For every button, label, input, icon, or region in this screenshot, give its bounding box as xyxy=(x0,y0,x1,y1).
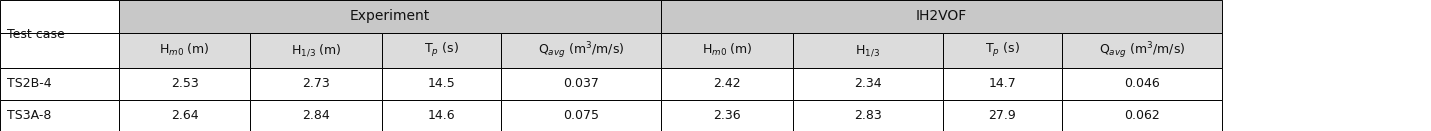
Text: 2.36: 2.36 xyxy=(713,109,741,122)
Text: 0.075: 0.075 xyxy=(562,109,600,122)
Bar xyxy=(250,100,382,131)
Text: TS2B-4: TS2B-4 xyxy=(7,77,52,90)
Bar xyxy=(119,100,250,131)
Text: 2.53: 2.53 xyxy=(170,77,199,90)
Text: H$_{m0}$ (m): H$_{m0}$ (m) xyxy=(159,42,210,58)
Bar xyxy=(501,33,661,68)
Bar xyxy=(119,0,661,33)
Bar xyxy=(661,100,793,131)
Bar xyxy=(382,68,501,100)
Text: Experiment: Experiment xyxy=(349,9,431,23)
Text: 2.34: 2.34 xyxy=(854,77,881,90)
Text: 27.9: 27.9 xyxy=(989,109,1016,122)
Text: T$_p$ (s): T$_p$ (s) xyxy=(424,41,459,59)
Text: Test case: Test case xyxy=(7,28,64,41)
Text: 0.046: 0.046 xyxy=(1125,77,1159,90)
Bar xyxy=(0,33,119,68)
Bar xyxy=(1062,68,1222,100)
Bar xyxy=(943,100,1062,131)
Bar xyxy=(0,100,119,131)
Text: 14.7: 14.7 xyxy=(989,77,1016,90)
Text: 2.84: 2.84 xyxy=(302,109,331,122)
Bar xyxy=(250,68,382,100)
Bar xyxy=(793,100,943,131)
Text: T$_p$ (s): T$_p$ (s) xyxy=(985,41,1020,59)
Text: 0.062: 0.062 xyxy=(1125,109,1159,122)
Bar xyxy=(661,0,1222,33)
Bar xyxy=(0,68,119,100)
Bar xyxy=(119,68,250,100)
Bar xyxy=(1062,100,1222,131)
Text: H$_{1/3}$ (m): H$_{1/3}$ (m) xyxy=(290,43,342,58)
Bar xyxy=(250,33,382,68)
Text: 2.42: 2.42 xyxy=(713,77,741,90)
Bar xyxy=(119,33,250,68)
Bar xyxy=(501,68,661,100)
Bar xyxy=(1062,33,1222,68)
Text: Q$_{avg}$ (m$^3$/m/s): Q$_{avg}$ (m$^3$/m/s) xyxy=(1099,40,1185,61)
Text: 0.037: 0.037 xyxy=(562,77,600,90)
Text: 14.6: 14.6 xyxy=(428,109,455,122)
Bar xyxy=(382,33,501,68)
Bar xyxy=(661,68,793,100)
Text: IH2VOF: IH2VOF xyxy=(916,9,967,23)
Bar xyxy=(501,100,661,131)
Text: 2.83: 2.83 xyxy=(854,109,881,122)
Text: H$_{m0}$ (m): H$_{m0}$ (m) xyxy=(701,42,753,58)
Bar xyxy=(661,33,793,68)
Text: H$_{1/3}$: H$_{1/3}$ xyxy=(856,43,880,58)
Bar xyxy=(943,68,1062,100)
Text: 2.73: 2.73 xyxy=(302,77,331,90)
Bar xyxy=(793,33,943,68)
Text: TS3A-8: TS3A-8 xyxy=(7,109,52,122)
Bar xyxy=(0,0,119,33)
Bar xyxy=(943,33,1062,68)
Text: Q$_{avg}$ (m$^3$/m/s): Q$_{avg}$ (m$^3$/m/s) xyxy=(538,40,624,61)
Bar xyxy=(382,100,501,131)
Bar xyxy=(793,68,943,100)
Text: 2.64: 2.64 xyxy=(170,109,199,122)
Text: 14.5: 14.5 xyxy=(428,77,455,90)
